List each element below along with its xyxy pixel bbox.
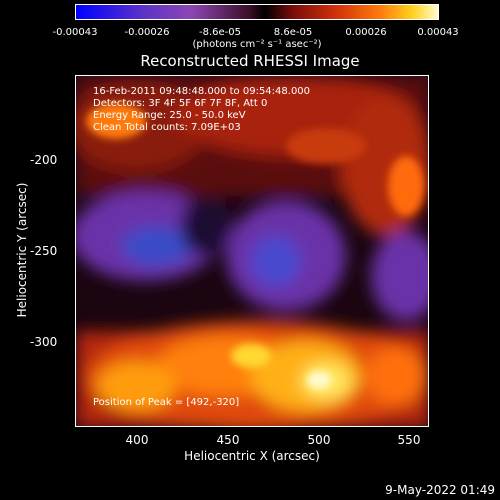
- info-energy-range: Energy Range: 25.0 - 50.0 keV: [93, 110, 246, 121]
- colorbar-units: (photons cm⁻² s⁻¹ asec⁻²): [192, 39, 322, 50]
- timestamp: 9-May-2022 01:49: [385, 483, 495, 497]
- colorbar-tick: -0.00026: [124, 27, 170, 38]
- y-tick-label: -300: [30, 335, 58, 349]
- rhessi-image: [75, 75, 429, 427]
- image-title: Reconstructed RHESSI Image: [140, 52, 360, 70]
- info-time-range: 16-Feb-2011 09:48:48.000 to 09:54:48.000: [93, 86, 311, 97]
- colorbar-tick: -8.6e-05: [199, 27, 241, 38]
- y-tick-label: -250: [30, 244, 58, 258]
- colorbar-tick: -0.00043: [52, 27, 98, 38]
- peak-position: Position of Peak = [492,-320]: [93, 397, 240, 408]
- colorbar: [75, 4, 439, 20]
- x-axis-label: Heliocentric X (arcsec): [184, 449, 320, 463]
- y-tick-label: -200: [30, 153, 58, 167]
- x-tick-label: 550: [397, 433, 421, 447]
- y-axis-label: Heliocentric Y (arcsec): [15, 182, 29, 318]
- info-total-counts: Clean Total counts: 7.09E+03: [93, 122, 241, 133]
- info-detectors: Detectors: 3F 4F 5F 6F 7F 8F, Att 0: [93, 98, 268, 109]
- colorbar-tick: 0.00026: [345, 27, 387, 38]
- x-tick-label: 400: [125, 433, 149, 447]
- x-tick-label: 500: [307, 433, 331, 447]
- x-tick-label: 450: [216, 433, 240, 447]
- colorbar-tick: 0.00043: [417, 27, 459, 38]
- colorbar-tick: 8.6e-05: [273, 27, 313, 38]
